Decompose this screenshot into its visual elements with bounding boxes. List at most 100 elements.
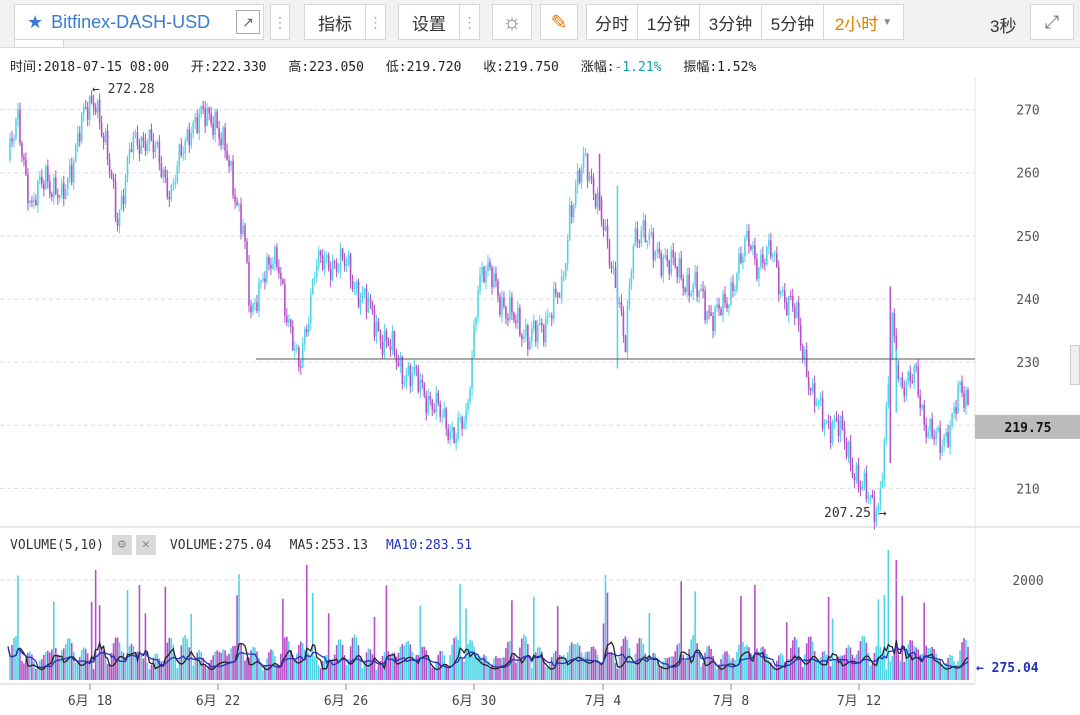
fullscreen-icon: ⤢ — [1044, 11, 1060, 32]
volume-bar — [200, 651, 202, 680]
candle-body — [74, 145, 77, 162]
volume-bar — [453, 637, 455, 680]
volume-bar — [202, 657, 204, 680]
volume-bar — [829, 666, 832, 680]
candle-body — [49, 181, 51, 194]
candle-body — [284, 283, 286, 316]
x-tick-label: 7月 12 — [837, 694, 881, 709]
volume-bar — [869, 665, 872, 680]
indicators-more-icon[interactable]: ⋮ — [366, 4, 386, 40]
interval-tab-0[interactable]: 分时 — [586, 4, 638, 40]
candle-body — [917, 366, 920, 396]
candle-body — [805, 349, 808, 378]
candle-body — [817, 400, 820, 403]
candle-body — [658, 248, 661, 254]
volume-bar — [96, 655, 99, 680]
candle-body — [839, 416, 842, 437]
candle-body — [62, 183, 65, 199]
refresh-interval[interactable]: 3秒 — [990, 17, 1017, 36]
candle-body — [118, 209, 121, 227]
volume-bar — [208, 662, 210, 680]
candle-body — [443, 408, 445, 417]
volume-bar — [712, 655, 714, 680]
volume-bar — [889, 661, 892, 680]
indicators-button[interactable]: 指标 — [304, 4, 366, 40]
candle-body — [865, 473, 868, 499]
candle-body — [86, 107, 89, 120]
candle-body — [941, 446, 943, 453]
candle-body — [423, 382, 426, 397]
candle-body — [542, 325, 545, 343]
symbol-dropdown-tab[interactable] — [14, 40, 64, 48]
volume-bar — [797, 647, 800, 680]
candle-body — [295, 347, 298, 349]
fullscreen-button[interactable]: ⤢ — [1030, 4, 1074, 40]
volume-bar — [140, 655, 143, 680]
candle-body — [190, 133, 193, 146]
candle-body — [718, 304, 720, 309]
volume-bar — [184, 635, 187, 680]
candle-body — [409, 365, 412, 387]
volume-bar — [395, 656, 398, 680]
settings-button[interactable]: 设置 — [398, 4, 460, 40]
candle-body — [311, 278, 314, 295]
volume-bar — [600, 665, 603, 680]
candle-body — [124, 177, 127, 205]
interval-tab-3[interactable]: 5分钟 — [762, 4, 824, 40]
candle-body — [60, 183, 63, 195]
draw-button[interactable]: ✎ — [540, 4, 578, 40]
candle-body — [421, 380, 424, 383]
candle-body — [877, 504, 880, 511]
candle-body — [963, 393, 965, 408]
volume-bar — [865, 642, 868, 680]
volume-bar — [807, 637, 810, 680]
symbol-more-icon[interactable]: ⋮ — [270, 4, 290, 40]
interval-tab-1[interactable]: 1分钟 — [638, 4, 700, 40]
candle-body — [774, 253, 776, 255]
symbol-name: Bitfinex-DASH-USD — [51, 11, 211, 32]
close-icon[interactable]: ✕ — [135, 535, 156, 555]
volume-bar — [74, 662, 77, 680]
volume-bar — [690, 639, 692, 680]
settings-more-icon[interactable]: ⋮ — [460, 4, 480, 40]
candle-body — [762, 254, 764, 264]
volume-bar — [176, 668, 179, 680]
theme-button[interactable]: ☼ — [492, 4, 532, 40]
volume-bar — [646, 655, 649, 680]
candle-body — [457, 418, 459, 439]
volume-bar — [676, 644, 679, 680]
volume-bar — [935, 653, 937, 680]
min-price-annotation: 207.25 → — [824, 506, 887, 521]
candle-body — [427, 396, 430, 414]
interval-dropdown[interactable]: 2小时 ▼ — [824, 4, 904, 40]
volume-bar — [204, 665, 206, 680]
volume-bar — [13, 637, 15, 680]
candle-body — [206, 107, 208, 126]
external-link-icon[interactable]: ↗ — [236, 10, 260, 34]
scroll-right-handle[interactable] — [1070, 345, 1080, 385]
volume-bar — [620, 646, 623, 680]
candle-body — [531, 329, 533, 341]
star-icon[interactable]: ★ — [27, 11, 44, 32]
candle-body — [389, 346, 392, 350]
volume-bar — [734, 660, 736, 680]
candle-body — [519, 307, 521, 336]
volume-tick-label: 2000 — [1012, 574, 1043, 589]
candle-body — [766, 246, 768, 265]
interval-tab-2[interactable]: 3分钟 — [700, 4, 762, 40]
volume-bar — [108, 664, 111, 680]
volume-bar — [913, 645, 916, 680]
volume-bar — [421, 646, 424, 680]
candle-body — [361, 292, 364, 300]
candle-body — [724, 293, 726, 304]
volume-bar — [240, 643, 242, 680]
symbol-selector[interactable]: ★ Bitfinex-DASH-USD — [14, 4, 264, 40]
volume-bar — [136, 651, 139, 680]
gear-icon[interactable]: ⚙ — [111, 535, 132, 555]
volume-bar — [552, 653, 555, 680]
candle-body — [849, 441, 852, 465]
candle-body — [435, 392, 438, 413]
candle-body — [164, 169, 167, 178]
max-price-annotation: ← 272.28 — [92, 82, 155, 97]
